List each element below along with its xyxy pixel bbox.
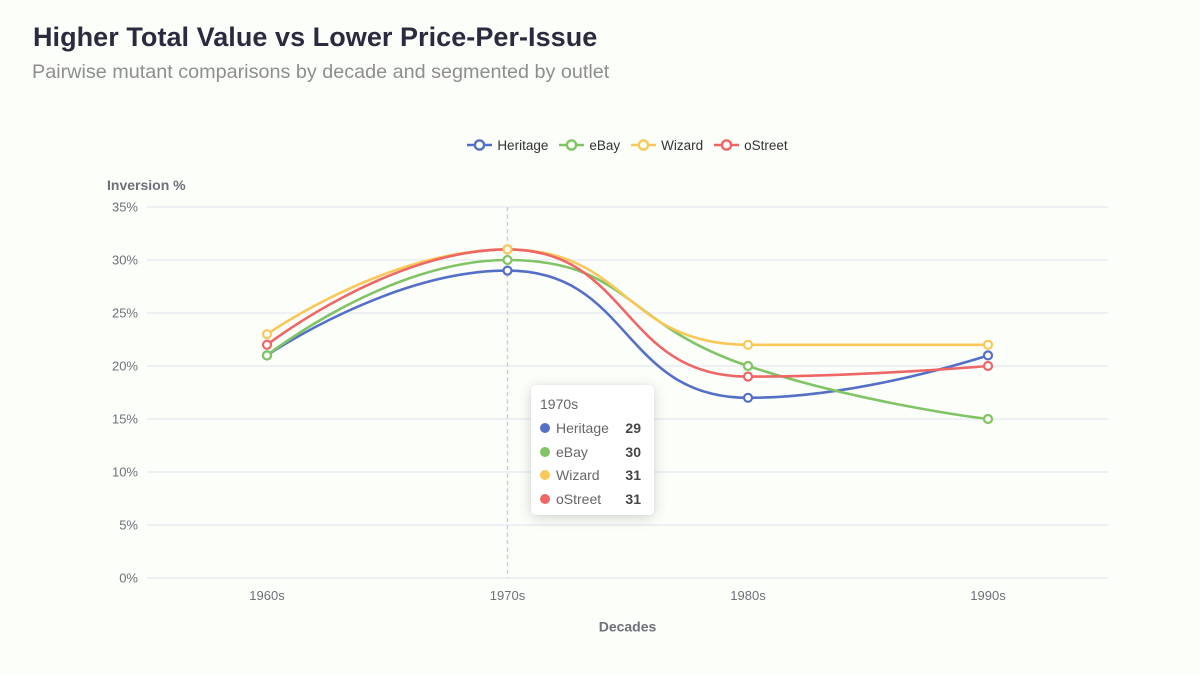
svg-text:30%: 30% [112, 253, 138, 268]
svg-text:0%: 0% [119, 571, 138, 586]
svg-text:1990s: 1990s [970, 588, 1006, 603]
svg-text:10%: 10% [112, 465, 138, 480]
svg-text:5%: 5% [119, 518, 138, 533]
svg-text:1980s: 1980s [730, 588, 766, 603]
svg-text:35%: 35% [112, 200, 138, 215]
svg-text:25%: 25% [112, 306, 138, 321]
svg-text:1960s: 1960s [249, 588, 285, 603]
svg-text:1970s: 1970s [490, 588, 526, 603]
svg-text:Inversion %: Inversion % [107, 177, 186, 193]
svg-text:20%: 20% [112, 359, 138, 374]
svg-text:15%: 15% [112, 412, 138, 427]
svg-text:Decades: Decades [599, 619, 657, 635]
